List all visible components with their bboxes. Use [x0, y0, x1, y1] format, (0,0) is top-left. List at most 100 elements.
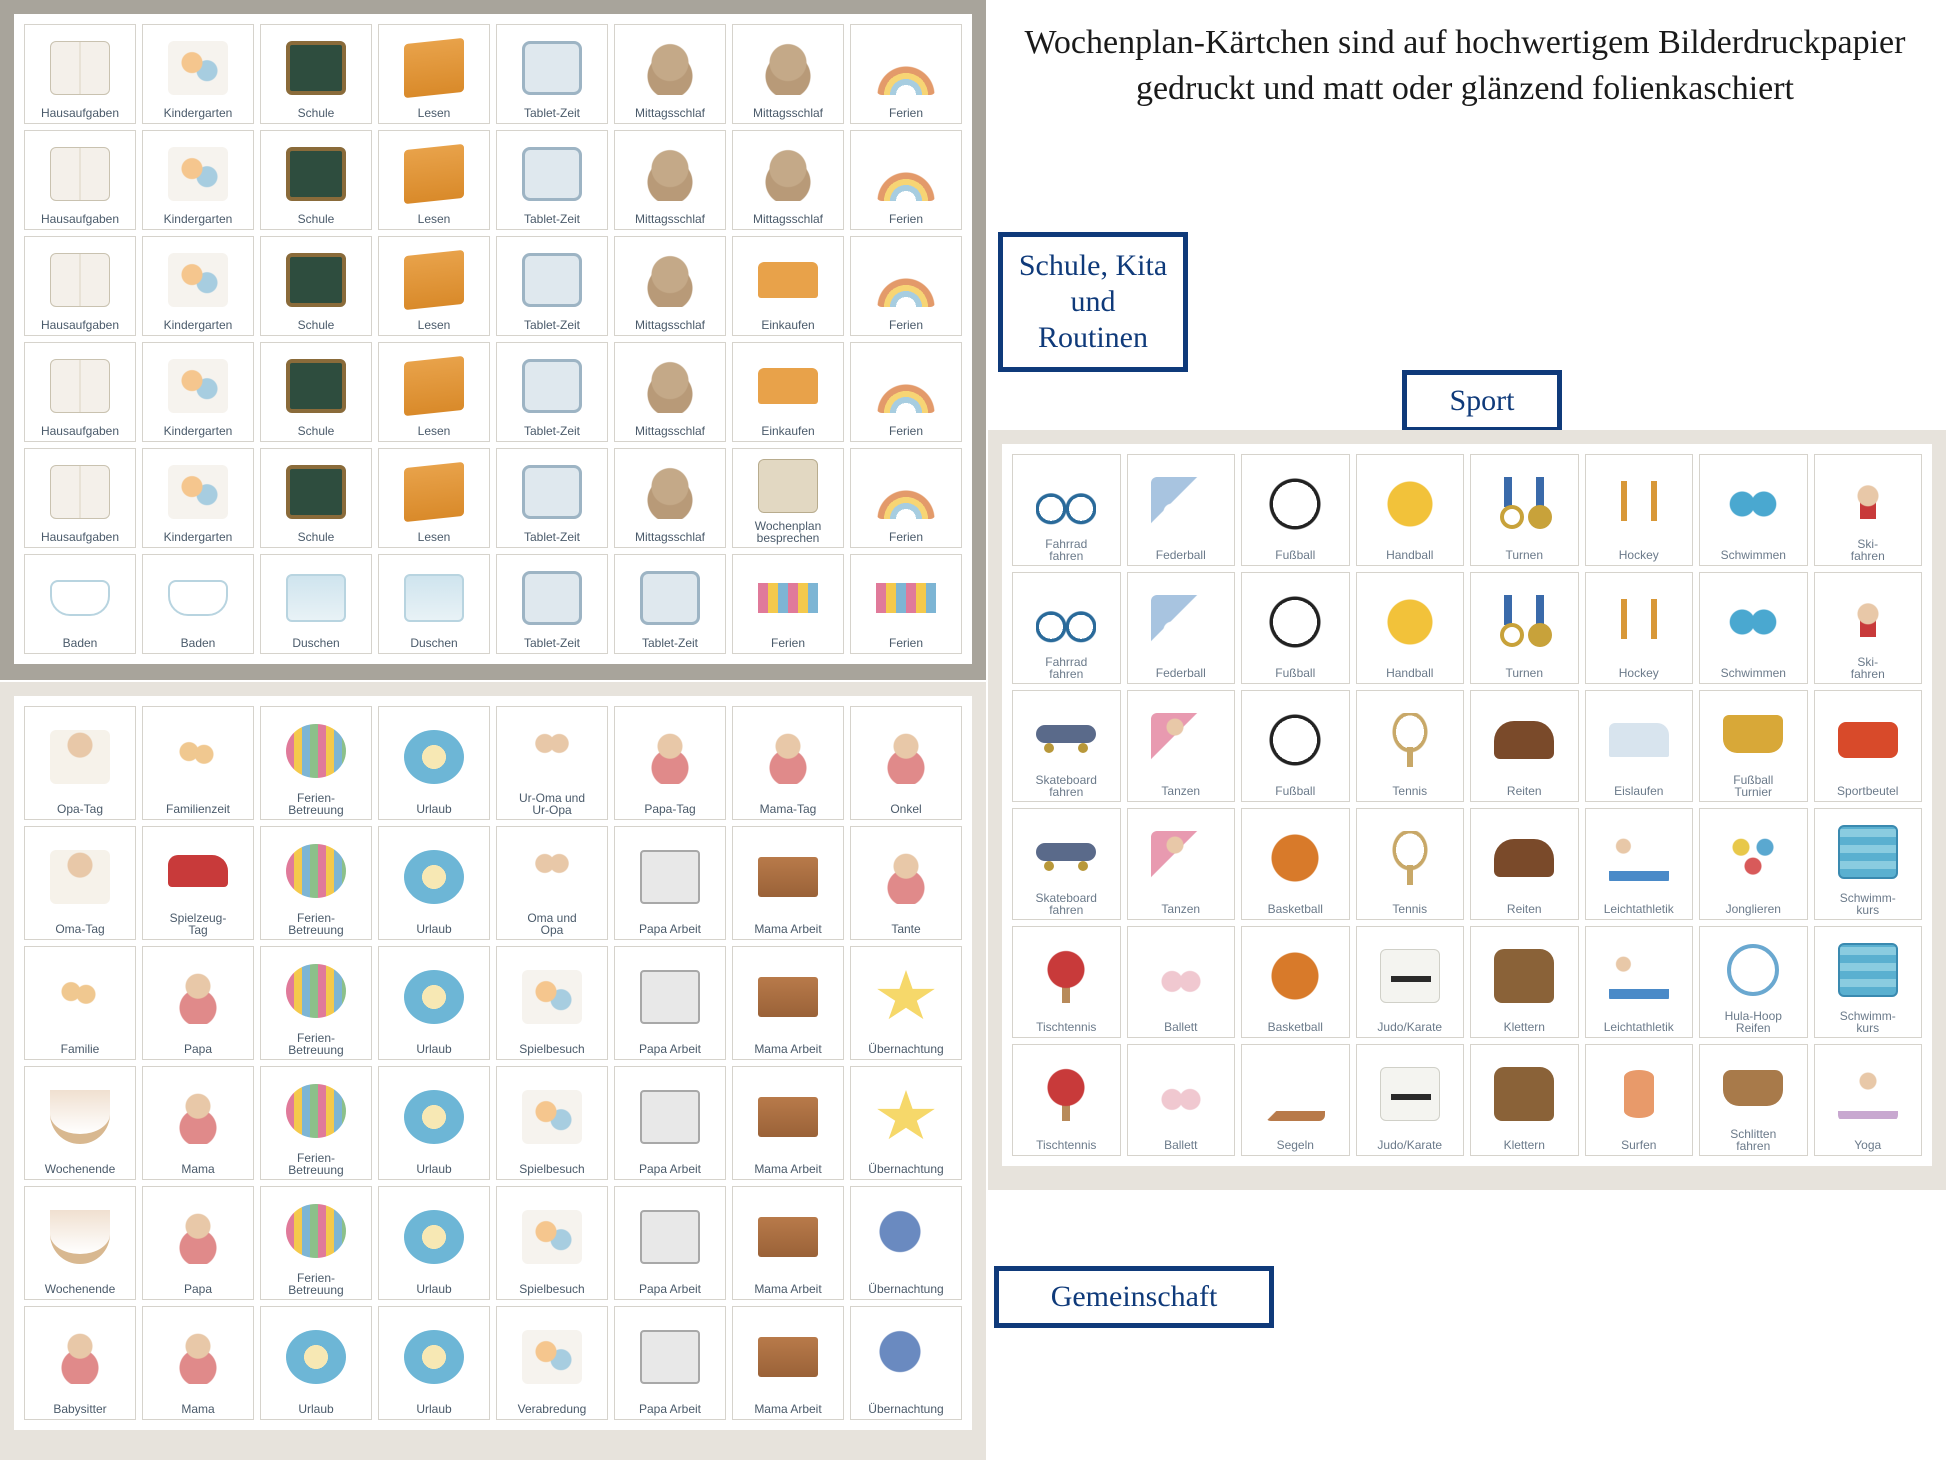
activity-card-label: Hausaufgaben [41, 531, 119, 545]
activity-card-label: Papa Arbeit [639, 1403, 701, 1417]
lesen-icon [381, 241, 487, 319]
activity-card: Mittagsschlaf [732, 24, 844, 124]
ballet-icon [1130, 1049, 1233, 1139]
activity-card-label: Hausaufgaben [41, 425, 119, 439]
activity-card-label: Ski- fahren [1851, 538, 1885, 563]
kids-icon [145, 241, 251, 319]
activity-card: Ski- fahren [1814, 454, 1923, 566]
activity-card-label: Handball [1386, 549, 1433, 563]
ballet-icon [1130, 931, 1233, 1021]
kids-icon [499, 1311, 605, 1403]
hockey-icon [1588, 459, 1691, 549]
activity-card: Klettern [1470, 1044, 1579, 1156]
activity-card-label: Mittagsschlaf [753, 107, 823, 121]
desk-icon [735, 1071, 841, 1163]
activity-card: Ferien- Betreuung [260, 826, 372, 940]
category-label-sport: Sport [1402, 370, 1562, 432]
beach-icon [263, 1311, 369, 1403]
activity-card-label: Kindergarten [164, 319, 233, 333]
activity-card-label: Ferien [889, 531, 923, 545]
activity-card-label: Mittagsschlaf [635, 107, 705, 121]
activity-card-label: Übernachtung [868, 1163, 943, 1177]
category-label-schule: Schule, Kita und Routinen [998, 232, 1188, 372]
activity-card-label: Baden [181, 637, 216, 651]
activity-card: Fußball [1241, 572, 1350, 684]
basket-icon [735, 347, 841, 425]
activity-card: Tablet-Zeit [496, 342, 608, 442]
goggle-icon [1702, 459, 1805, 549]
activity-card: Opa-Tag [24, 706, 136, 820]
grand-icon [499, 831, 605, 912]
activity-card-label: Papa Arbeit [639, 1043, 701, 1057]
climb-icon [1473, 1049, 1576, 1139]
activity-card: Schwimm- kurs [1814, 926, 1923, 1038]
soccer-icon [1244, 577, 1347, 667]
activity-card-label: Papa Arbeit [639, 1283, 701, 1297]
activity-card-label: Basketball [1268, 903, 1323, 917]
activity-card: Ferien [850, 24, 962, 124]
activity-card-label: Schule [298, 107, 335, 121]
activity-card: Einkaufen [732, 236, 844, 336]
activity-card-label: Hockey [1619, 667, 1659, 681]
activity-card: Schule [260, 130, 372, 230]
activity-card-label: Mama Arbeit [754, 923, 821, 937]
activity-card-label: Yoga [1854, 1139, 1881, 1153]
tennis-icon [1359, 813, 1462, 903]
beach-icon [381, 1191, 487, 1283]
laptop-icon [617, 1311, 723, 1403]
activity-card: Fahrrad fahren [1012, 572, 1121, 684]
kids-icon [145, 453, 251, 531]
skate-icon [1015, 695, 1118, 774]
activity-card-label: Mittagsschlaf [635, 425, 705, 439]
activity-card-label: Tischtennis [1036, 1139, 1096, 1153]
activity-card-label: Kindergarten [164, 531, 233, 545]
activity-card-label: Ballett [1164, 1021, 1197, 1035]
desk-icon [735, 1311, 841, 1403]
board-icon [263, 29, 369, 107]
car-icon [145, 831, 251, 912]
grand-icon [499, 711, 605, 792]
hammock-icon [27, 1071, 133, 1163]
activity-card-label: Skateboard fahren [1036, 892, 1097, 917]
activity-card: Segeln [1241, 1044, 1350, 1156]
activity-card: Tablet-Zeit [496, 24, 608, 124]
tablet-icon [499, 29, 605, 107]
activity-card-label: Übernachtung [868, 1403, 943, 1417]
activity-card: Tischtennis [1012, 1044, 1121, 1156]
kids-icon [145, 347, 251, 425]
activity-card: Übernachtung [850, 1066, 962, 1180]
activity-card: Handball [1356, 454, 1465, 566]
activity-card: Federball [1127, 572, 1236, 684]
activity-card: Wochenende [24, 1066, 136, 1180]
activity-card: Tablet-Zeit [496, 236, 608, 336]
famzeit-icon [27, 951, 133, 1043]
book-icon [27, 453, 133, 531]
paint-icon [263, 1071, 369, 1152]
activity-card: Fußball [1241, 454, 1350, 566]
beach-icon [381, 711, 487, 803]
activity-card-label: Schule [298, 319, 335, 333]
activity-card: Ferien- Betreuung [260, 1066, 372, 1180]
juggle-icon [1702, 813, 1805, 903]
activity-card: Familienzeit [142, 706, 254, 820]
desk-icon [735, 831, 841, 923]
kids-icon [499, 951, 605, 1043]
activity-card: Tablet-Zeit [496, 448, 608, 548]
activity-card: Lesen [378, 24, 490, 124]
activity-card: Schule [260, 24, 372, 124]
kids-icon [499, 1071, 605, 1163]
activity-card-label: Ferien [889, 213, 923, 227]
activity-card-label: Ferien- Betreuung [288, 912, 343, 937]
troph-icon [1702, 695, 1805, 774]
desk-icon [735, 1191, 841, 1283]
laptop-icon [617, 951, 723, 1043]
activity-card-label: Lesen [418, 425, 451, 439]
activity-card-label: Wochenende [45, 1163, 116, 1177]
plank-icon [1588, 931, 1691, 1021]
page-heading: Wochenplan-Kärtchen sind auf hochwertige… [1000, 20, 1930, 112]
person-icon [853, 711, 959, 803]
activity-card-label: Schule [298, 531, 335, 545]
shuttle-icon [1130, 577, 1233, 667]
activity-card: Ferien [850, 342, 962, 442]
activity-card: Mittagsschlaf [614, 448, 726, 548]
